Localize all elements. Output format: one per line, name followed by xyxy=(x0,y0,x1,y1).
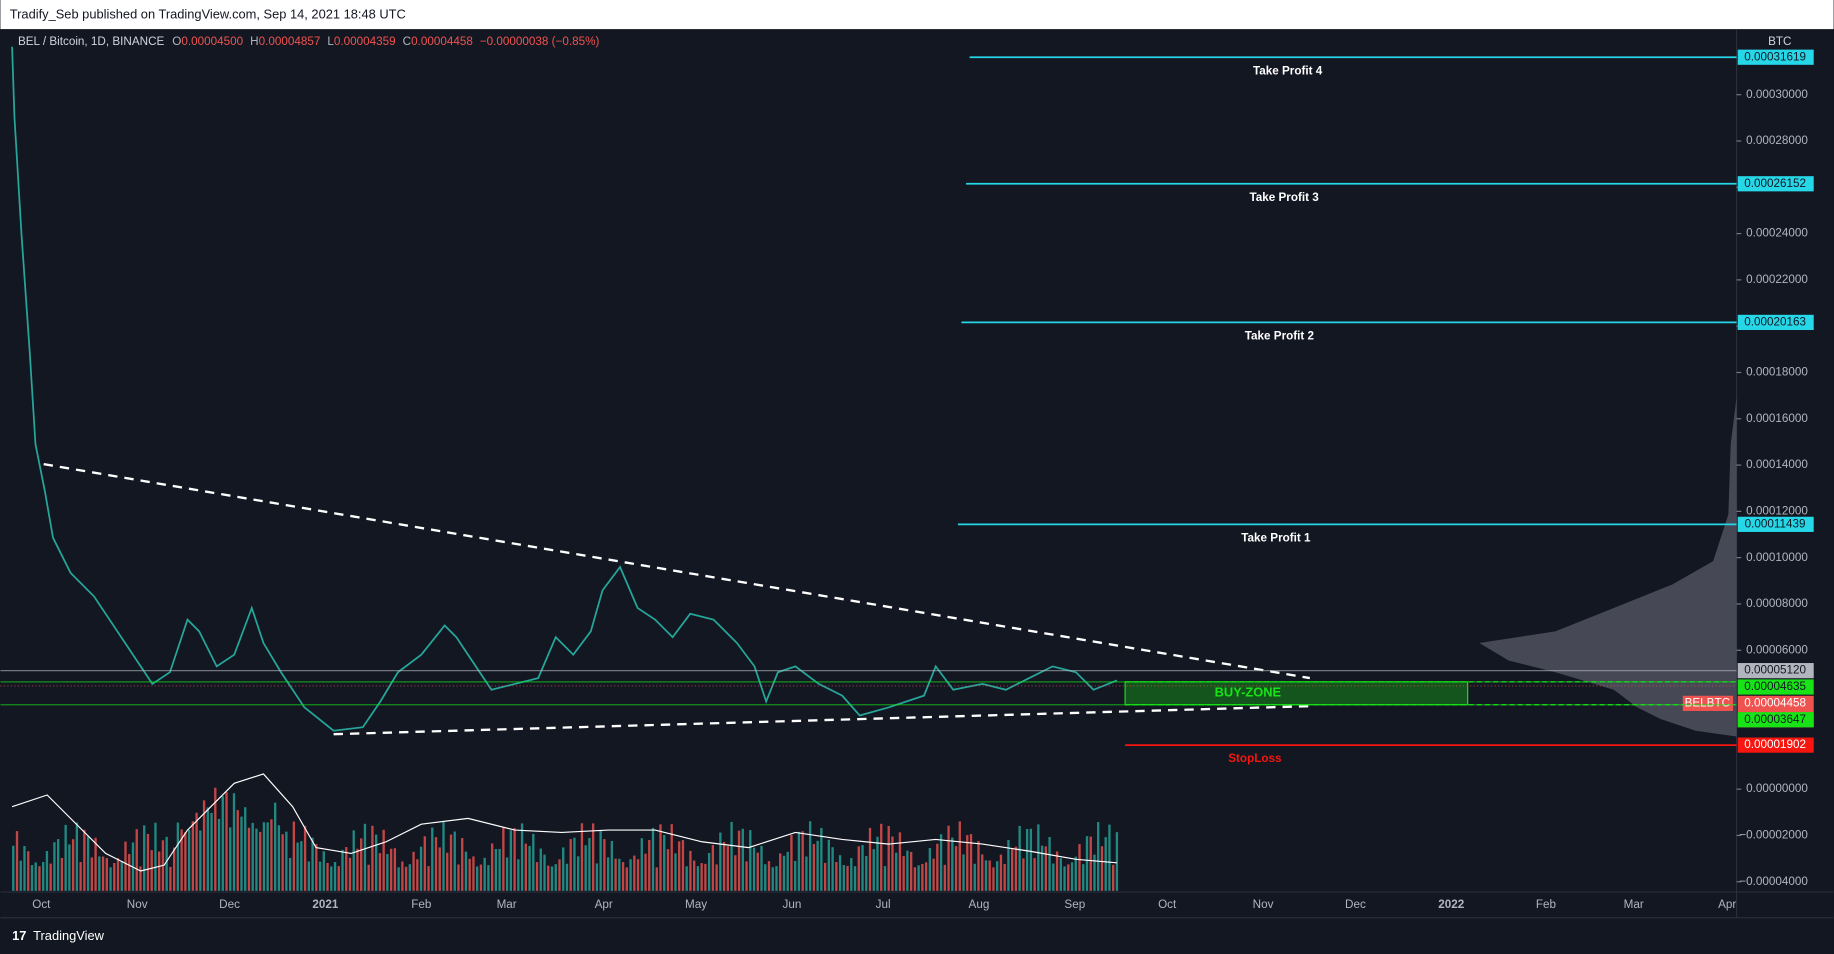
legend-c: 0.00004458 xyxy=(411,35,473,48)
level-tag-label: 0.00011439 xyxy=(1745,517,1806,530)
price-tag xyxy=(1737,712,1814,728)
price-tag xyxy=(1737,679,1814,695)
time-label: May xyxy=(685,898,707,911)
level-name: Take Profit 4 xyxy=(1253,64,1323,77)
time-label: Oct xyxy=(32,898,51,911)
time-label: Oct xyxy=(1158,898,1177,911)
level-tag xyxy=(1737,314,1814,331)
price-tick-label: 0.00022000 xyxy=(1746,273,1808,286)
time-label: Sep xyxy=(1064,898,1085,911)
time-label: Dec xyxy=(219,898,240,911)
level-name: StopLoss xyxy=(1228,752,1282,765)
footer-brand: TradingView xyxy=(33,928,104,943)
level-name: Take Profit 2 xyxy=(1245,330,1315,343)
level-tag xyxy=(1737,176,1814,192)
publisher: Tradify_Seb published on TradingView.com… xyxy=(10,7,406,22)
time-label: Nov xyxy=(127,898,148,911)
time-label: 2021 xyxy=(312,898,339,911)
top-bar xyxy=(0,0,1834,30)
price-tick-label: 0.00024000 xyxy=(1746,227,1808,240)
volume-ma xyxy=(11,773,1117,872)
time-label: 2022 xyxy=(1438,898,1465,911)
legend-h: 0.00004857 xyxy=(259,35,321,48)
buy-zone xyxy=(1124,681,1469,706)
time-label: Feb xyxy=(1536,898,1557,911)
price-tag xyxy=(1737,663,1814,679)
level-name: Take Profit 3 xyxy=(1249,191,1319,204)
buy-zone-label: BUY-ZONE xyxy=(1215,685,1282,700)
price-tick-label: 0.00018000 xyxy=(1746,366,1808,379)
level-tag xyxy=(1737,737,1814,753)
time-label: Jul xyxy=(876,898,891,911)
logo-mark: 17 xyxy=(12,928,26,943)
price-path xyxy=(11,46,1118,732)
trendline-upper xyxy=(43,462,1311,680)
symbol-tag xyxy=(1682,695,1734,711)
price-tick-label: 0.00012000 xyxy=(1746,504,1808,517)
level-tag-label: 0.00001902 xyxy=(1744,738,1806,751)
legend-l: 0.00004359 xyxy=(334,35,396,48)
volume-bars xyxy=(12,787,1119,891)
price-tag-label: 0.00004635 xyxy=(1744,680,1806,693)
legend-o-label: O xyxy=(172,35,181,48)
symbol-tag-label: BELBTC xyxy=(1685,696,1730,709)
time-label: Feb xyxy=(411,898,432,911)
price-tag-label: 0.00005120 xyxy=(1744,664,1806,677)
time-label: Mar xyxy=(497,898,517,911)
level-tag-label: 0.00026152 xyxy=(1744,177,1806,190)
symbol: BEL / Bitcoin, 1D, BINANCE xyxy=(18,35,165,48)
price-tick-label: 0.00006000 xyxy=(1746,643,1808,656)
legend-change: −0.00000038 (−0.85%) xyxy=(480,35,600,48)
price-tick-label: 0.00028000 xyxy=(1746,134,1808,147)
level-tag-label: 0.00031619 xyxy=(1744,50,1806,63)
time-label: Apr xyxy=(1718,898,1736,911)
price-tag-label: 0.00003647 xyxy=(1744,713,1806,726)
legend-h-label: H xyxy=(250,35,258,48)
legend-c-label: C xyxy=(403,35,411,48)
time-label: Nov xyxy=(1253,898,1274,911)
price-tick-label: 0.00008000 xyxy=(1746,597,1808,610)
time-label: Jun xyxy=(782,898,801,911)
volume-profile xyxy=(1479,397,1737,737)
price-tick-label: 0.00010000 xyxy=(1746,551,1808,564)
price-tag-label: 0.00004458 xyxy=(1744,696,1806,709)
time-label: Apr xyxy=(595,898,613,911)
legend-o: 0.00004500 xyxy=(181,35,243,48)
legend: BEL / Bitcoin, 1D, BINANCE O 0.00004500 H 0… xyxy=(18,35,600,48)
price-tick-label: 0.00016000 xyxy=(1746,412,1808,425)
level-name: Take Profit 1 xyxy=(1241,531,1311,544)
price-tick-label: 0.00014000 xyxy=(1746,458,1808,471)
time-label: Aug xyxy=(969,898,990,911)
time-label: Mar xyxy=(1624,898,1644,911)
price-tick-label: 0.00030000 xyxy=(1746,88,1808,101)
level-tag-label: 0.00020163 xyxy=(1744,316,1806,329)
price-unit: BTC xyxy=(1768,35,1791,48)
price-tick-label: 0.00000000 xyxy=(1746,782,1808,795)
price-tick-label: −0.00004000 xyxy=(1739,875,1808,888)
price-tick-label: −0.00002000 xyxy=(1739,829,1808,842)
level-tag xyxy=(1737,516,1814,532)
time-label: Dec xyxy=(1345,898,1366,911)
legend-l-label: L xyxy=(327,35,334,48)
level-tag xyxy=(1737,49,1814,65)
